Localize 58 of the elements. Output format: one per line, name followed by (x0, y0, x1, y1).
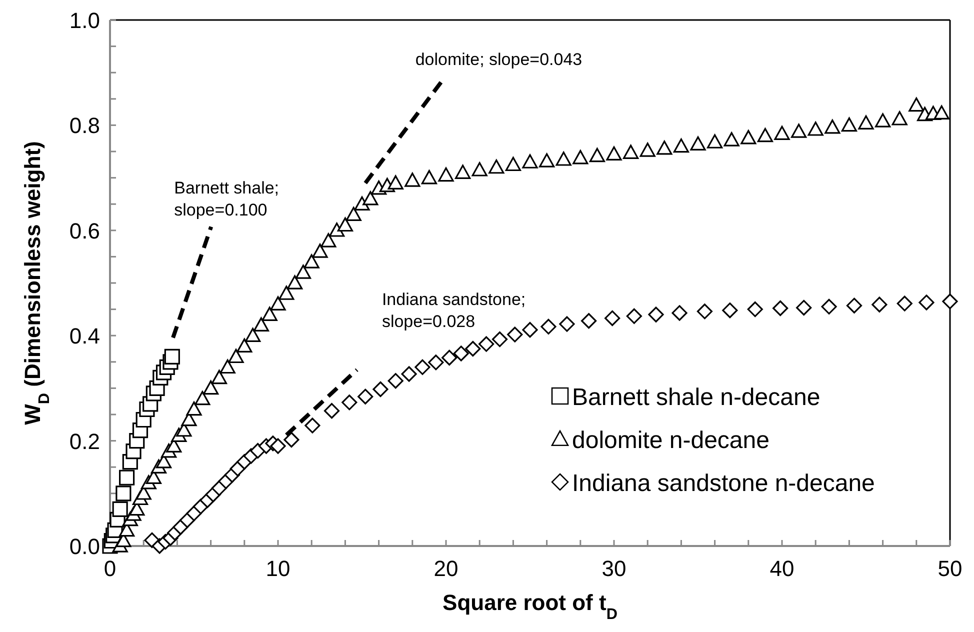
point (846, 298, 862, 314)
point (522, 322, 538, 338)
point (581, 313, 597, 329)
point (604, 310, 620, 326)
point (342, 394, 358, 410)
y-tick-label: 1.0 (69, 8, 100, 33)
point (401, 366, 417, 382)
point (112, 501, 128, 517)
point (872, 296, 888, 312)
point (672, 305, 688, 321)
point (821, 298, 837, 314)
point (942, 294, 958, 310)
point (372, 381, 388, 398)
point (747, 302, 763, 318)
point (270, 438, 286, 454)
x-tick-label: 20 (434, 556, 458, 581)
y-tick-label: 0.4 (69, 324, 100, 349)
y-tick-label: 0.6 (69, 218, 100, 244)
y-tick-label: 0.0 (69, 534, 100, 559)
y-tick-label: 0.2 (69, 428, 100, 454)
legend-label: Indiana sandstone n-decane (572, 470, 875, 497)
point (918, 294, 934, 310)
x-tick-label: 40 (770, 556, 794, 581)
legend-label: dolomite n-decane (572, 427, 770, 454)
point (465, 340, 481, 357)
x-tick-label: 30 (602, 556, 626, 581)
point (478, 336, 494, 352)
point (453, 346, 469, 362)
x-tick-label: 10 (266, 556, 290, 581)
point (304, 418, 320, 434)
point (492, 331, 508, 348)
x-axis-title: Square root of t$_{D}$ (442, 590, 618, 622)
point (896, 296, 912, 312)
point (722, 302, 738, 318)
x-tick-label: 0 (104, 556, 116, 581)
point (414, 359, 430, 375)
point (428, 354, 444, 370)
point (696, 304, 713, 320)
point (540, 318, 556, 334)
point (626, 308, 642, 324)
point (772, 300, 788, 316)
point (119, 470, 135, 486)
point (324, 403, 340, 419)
point (442, 350, 458, 366)
point (648, 306, 664, 322)
point (796, 300, 812, 316)
point (507, 326, 523, 342)
y-tick-label: 0.8 (69, 113, 100, 138)
annotation: Indiana sandstone; slope=0.028 (382, 290, 526, 331)
point (164, 348, 180, 364)
annotation: Barnett shale; slope=0.100 (174, 178, 280, 220)
annotation: dolomite; slope=0.043 (415, 50, 582, 69)
x-tick-label: 50 (938, 556, 962, 581)
legend-label: Barnett shale n-decane (572, 384, 820, 411)
point (358, 388, 374, 404)
point (116, 486, 132, 502)
point (388, 373, 404, 389)
point (559, 316, 575, 332)
